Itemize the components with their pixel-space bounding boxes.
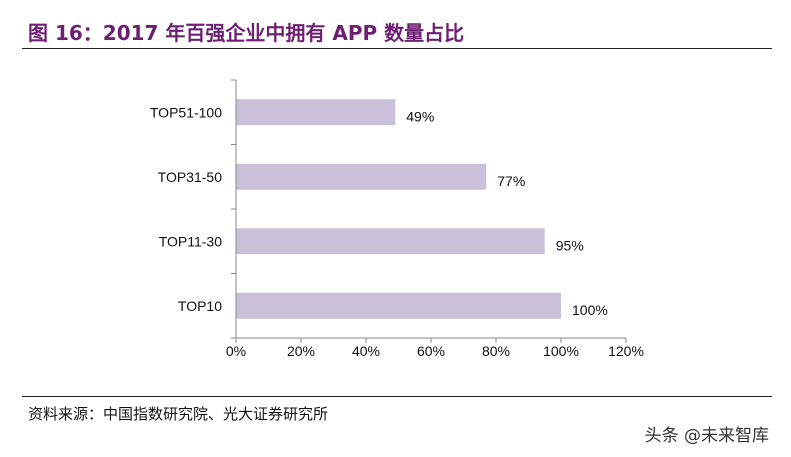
category-label: TOP51-100 xyxy=(150,104,222,120)
bar-chart: TOP51-100 49% TOP31-50 77% TOP11-30 95% TOP10 1… xyxy=(150,79,644,359)
data-label: 95% xyxy=(556,237,584,253)
category-label: TOP11-30 xyxy=(159,233,223,249)
x-tick-label: 100% xyxy=(543,343,579,359)
bar-top31-50 xyxy=(236,163,487,190)
title-divider xyxy=(22,48,772,49)
labels-layer: TOP51-100 49% TOP31-50 77% TOP11-30 95% TOP10 1… xyxy=(150,104,644,359)
x-tick-label: 40% xyxy=(352,343,380,359)
category-label: TOP31-50 xyxy=(158,169,223,185)
bar-top11-30 xyxy=(236,228,545,255)
x-tick-label: 80% xyxy=(482,343,510,359)
bar-top10 xyxy=(236,292,561,319)
x-tick-label: 60% xyxy=(417,343,445,359)
data-label: 100% xyxy=(572,302,608,318)
source-divider xyxy=(22,396,772,397)
data-label: 77% xyxy=(497,173,525,189)
data-label: 49% xyxy=(406,108,434,124)
watermark: 头条 @未来智库 xyxy=(644,426,769,446)
axis-layer xyxy=(231,79,627,343)
bars-layer xyxy=(236,99,561,319)
x-tick-label: 0% xyxy=(226,343,246,359)
x-tick-label: 20% xyxy=(287,343,315,359)
x-tick-label: 120% xyxy=(608,343,644,359)
bar-top51-100 xyxy=(236,99,396,126)
category-label: TOP10 xyxy=(178,298,222,314)
page-title: 图 16：2017 年百强企业中拥有 APP 数量占比 xyxy=(28,21,465,45)
source-note: 资料来源：中国指数研究院、光大证券研究所 xyxy=(28,405,329,423)
